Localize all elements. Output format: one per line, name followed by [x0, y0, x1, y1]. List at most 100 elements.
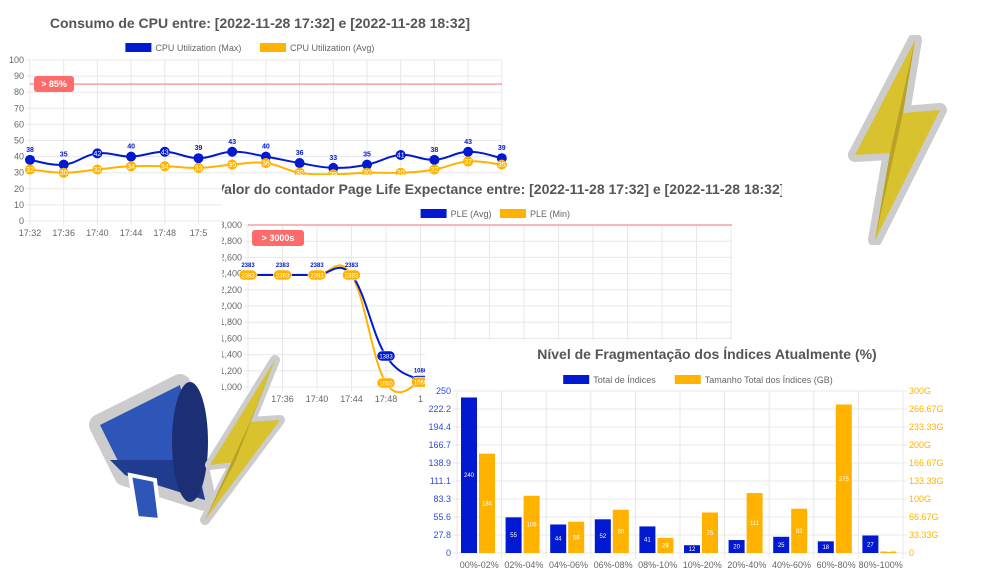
data-label: 42: [94, 151, 102, 158]
data-point: [92, 148, 103, 159]
y-right-tick-label: 100G: [909, 494, 931, 504]
y-left-tick-label: 111.1: [430, 476, 451, 486]
data-point: [376, 377, 396, 389]
data-point: [260, 158, 271, 169]
y-tick-label: 3,000: [222, 220, 242, 230]
y-tick-label: 20: [14, 184, 24, 194]
bar-value-label: 240: [464, 473, 475, 479]
y-right-tick-label: 133.33G: [909, 476, 944, 486]
data-point: [58, 167, 69, 178]
threshold-badge: [34, 76, 74, 92]
data-point: [25, 154, 35, 165]
x-tick-label: 1: [418, 394, 423, 404]
data-label: 39: [195, 145, 203, 152]
data-label: 32: [94, 167, 102, 174]
y-tick-label: 1,000: [222, 382, 242, 392]
y-tick-label: 80: [14, 87, 24, 97]
data-label: 34: [127, 164, 135, 171]
data-label: 2383: [345, 273, 359, 279]
bar-value-label: 41: [644, 538, 651, 544]
lightning-bolt-icon: [848, 35, 947, 245]
fragmentation-chart: Nível de Fragmentação dos Índices Atualm…: [428, 346, 944, 570]
x-tick-label: 02%-04%: [504, 560, 543, 570]
data-point: [496, 159, 507, 170]
bar: [773, 536, 790, 553]
megaphone-icon: [89, 355, 285, 525]
data-label: 43: [228, 139, 236, 146]
bar: [728, 540, 745, 553]
data-label: 1080: [414, 369, 428, 375]
bar-value-label: 18: [822, 545, 829, 551]
data-label: 1383: [379, 354, 393, 360]
bar: [817, 541, 834, 553]
data-point: [463, 146, 474, 157]
data-point: [193, 153, 204, 164]
y-tick-label: 50: [14, 136, 24, 146]
data-point: [159, 146, 170, 157]
y-left-tick-label: 250: [436, 386, 451, 396]
bar: [880, 551, 897, 553]
y-tick-label: 2,200: [222, 285, 242, 295]
bar-value-label: 20: [733, 545, 740, 551]
chart-title: Nível de Fragmentação dos Índices Atualm…: [537, 346, 876, 362]
data-label: 2383: [276, 273, 290, 279]
bar-value-label: 44: [555, 537, 562, 543]
bar: [746, 493, 763, 553]
data-label: 32: [26, 167, 34, 174]
y-tick-label: 40: [14, 152, 24, 162]
data-point: [159, 161, 170, 172]
y-tick-label: 1,400: [222, 350, 242, 360]
y-tick-label: 60: [14, 119, 24, 129]
x-tick-label: 60%-80%: [817, 560, 856, 570]
bar-value-label: 12: [689, 547, 696, 553]
legend-swatch: [563, 375, 590, 384]
y-tick-label: 2,400: [222, 269, 242, 279]
bar: [550, 524, 567, 553]
data-point: [227, 146, 238, 157]
chart-title: Consumo de CPU entre: [2022-11-28 17:32]…: [50, 15, 470, 31]
data-label: 35: [498, 162, 506, 169]
legend-label: Tamanho Total dos Índices (GB): [705, 375, 833, 385]
data-label: 30: [363, 170, 371, 177]
y-left-tick-label: 0: [446, 548, 451, 558]
bar: [684, 545, 700, 553]
bar-value-label: 80: [617, 529, 624, 535]
data-label: 35: [228, 162, 236, 169]
y-right-tick-label: 266.67G: [909, 404, 944, 414]
bar: [594, 519, 611, 553]
data-label: 1050: [379, 381, 393, 387]
data-label: 36: [262, 161, 270, 168]
data-label: 40: [127, 144, 135, 151]
chart-title: Valor do contador Page Life Expectance e…: [222, 181, 782, 197]
bar-value-label: 52: [599, 534, 606, 540]
x-tick-label: 17:48: [154, 228, 177, 238]
data-label: 2383: [241, 263, 255, 269]
x-tick-label: 17:5: [190, 228, 208, 238]
bar-value-label: 75: [707, 531, 714, 537]
x-tick-label: 20%-40%: [727, 560, 766, 570]
x-tick-label: 17:36: [52, 228, 75, 238]
data-point: [58, 159, 69, 170]
data-label: 41: [397, 152, 405, 159]
y-right-tick-label: 200G: [909, 440, 931, 450]
y-tick-label: 70: [14, 103, 24, 113]
legend-swatch: [420, 209, 447, 218]
data-point: [429, 164, 440, 175]
legend-swatch: [674, 375, 701, 384]
bar: [612, 509, 629, 553]
y-left-tick-label: 138.9: [428, 458, 451, 468]
data-point: [342, 269, 361, 281]
legend-label: CPU Utilization (Avg): [290, 43, 374, 53]
data-point: [376, 350, 396, 362]
bar-value-label: 2: [887, 548, 891, 554]
y-tick-label: 2,000: [222, 301, 242, 311]
x-tick-label: 17:44: [120, 228, 143, 238]
y-tick-label: 1,200: [222, 366, 242, 376]
y-right-tick-label: 0: [909, 548, 914, 558]
data-label: 34: [161, 164, 169, 171]
y-right-tick-label: 166.67G: [909, 458, 944, 468]
y-right-tick-label: 300G: [909, 386, 931, 396]
bar-value-label: 275: [839, 477, 850, 483]
x-tick-label: 00%-02%: [460, 560, 499, 570]
data-point: [429, 154, 440, 165]
